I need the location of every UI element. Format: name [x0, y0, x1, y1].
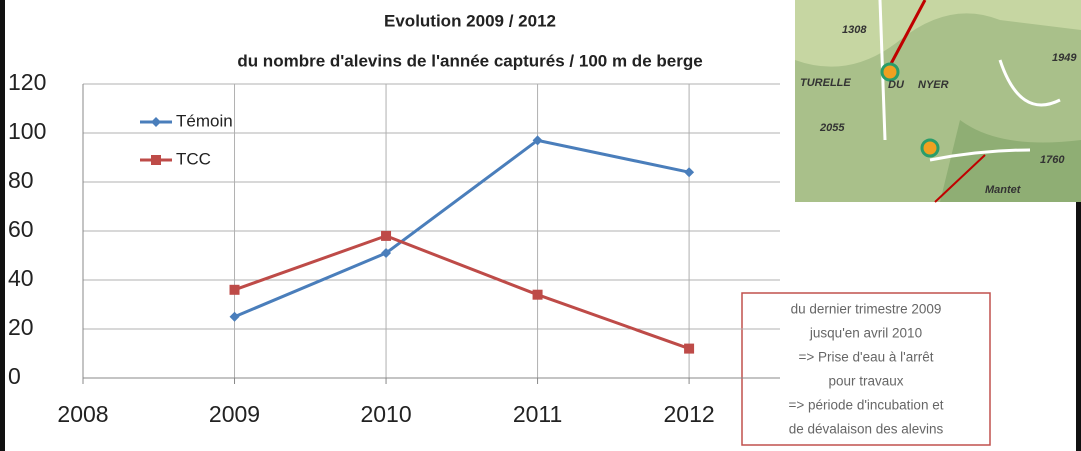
annotation-line: => Prise d'eau à l'arrêt [799, 350, 934, 365]
x-tick-label: 2009 [209, 401, 260, 427]
point [230, 285, 240, 295]
annotation-line: de dévalaison des alevins [789, 422, 944, 437]
map-image: 1308 1949 TURELLE DU NYER 2055 1760 Mantet [795, 0, 1081, 202]
y-tick-label: 40 [8, 265, 34, 291]
legend-label: TCC [176, 149, 211, 168]
map-label: NYER [918, 79, 949, 91]
y-tick-label: 60 [8, 216, 34, 242]
annotation-line: jusqu'en avril 2010 [809, 326, 922, 341]
y-tick-label: 20 [8, 314, 34, 340]
series-line [235, 140, 690, 316]
point [151, 117, 161, 127]
map-label: TURELLE [800, 77, 851, 89]
map-label: 1760 [1040, 154, 1065, 166]
x-tick-label: 2011 [513, 401, 562, 427]
point [533, 290, 543, 300]
y-tick-label: 0 [8, 363, 21, 389]
chart-title: Evolution 2009 / 2012 [384, 11, 556, 30]
point [381, 231, 391, 241]
point [684, 344, 694, 354]
x-tick-label: 2012 [664, 401, 715, 427]
x-tick-label: 2010 [360, 401, 411, 427]
point [151, 155, 161, 165]
map-label: 1308 [842, 24, 867, 36]
map-label: 1949 [1052, 52, 1077, 64]
point [230, 312, 240, 322]
annotation-line: du dernier trimestre 2009 [791, 302, 942, 317]
right-border [1076, 200, 1081, 451]
x-tick-label: 2008 [57, 401, 108, 427]
point [684, 167, 694, 177]
annotation-line: pour travaux [828, 374, 903, 389]
map-label: DU [888, 79, 905, 91]
series-line [235, 236, 690, 349]
y-tick-label: 120 [8, 69, 46, 95]
chart-subtitle: du nombre d'alevins de l'année capturés … [237, 51, 702, 70]
legend-label: Témoin [176, 111, 233, 130]
left-border [0, 0, 5, 451]
annotation-line: => période d'incubation et [789, 398, 944, 413]
chart: Evolution 2009 / 2012 du nombre d'alevin… [0, 0, 1081, 451]
map-label: 2055 [819, 122, 845, 134]
y-tick-label: 100 [8, 118, 46, 144]
map-label: Mantet [985, 184, 1022, 196]
y-tick-label: 80 [8, 167, 34, 193]
